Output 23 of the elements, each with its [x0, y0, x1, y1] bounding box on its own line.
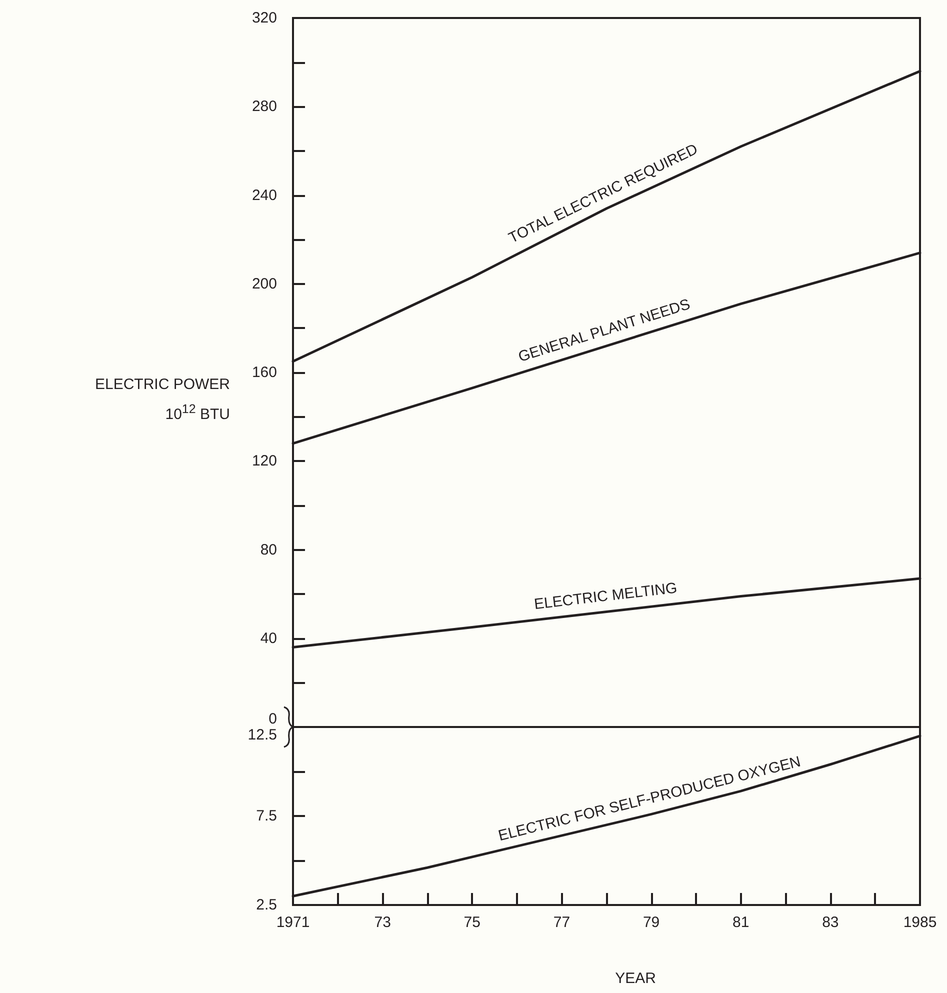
x-tick-label: 1985	[903, 914, 937, 931]
y-tick-label: 80	[260, 541, 277, 558]
y-tick-label: 12.5	[248, 726, 277, 744]
text: ELECTRIC MELTING	[533, 580, 678, 614]
y-tick-label: 0	[268, 710, 277, 728]
x-axis-title: YEAR	[615, 970, 656, 987]
x-tick-label: 83	[822, 914, 839, 931]
x-tick-label: 73	[374, 914, 391, 931]
x-tick-label: 75	[464, 914, 480, 931]
y-axis-title: ELECTRIC POWER 10$^{12}$ BTU	[94, 374, 230, 424]
x-tick-label: 1971	[276, 914, 310, 931]
y-tick-label: 160	[252, 364, 277, 381]
y-tick-label: 40	[260, 630, 277, 647]
y-tick-label: 280	[252, 98, 277, 116]
x-tick-label: 77	[553, 914, 570, 931]
y-tick-label: 320	[252, 10, 277, 26]
y-tick-label: 200	[252, 275, 277, 292]
y-tick-label: 240	[252, 186, 277, 204]
y-tick-label: 7.5	[256, 808, 277, 824]
x-tick-label: 79	[642, 914, 660, 931]
y-tick-label: 120	[252, 452, 277, 470]
y-tick-label: 2.5	[256, 896, 277, 914]
x-tick-label: 81	[732, 914, 750, 931]
